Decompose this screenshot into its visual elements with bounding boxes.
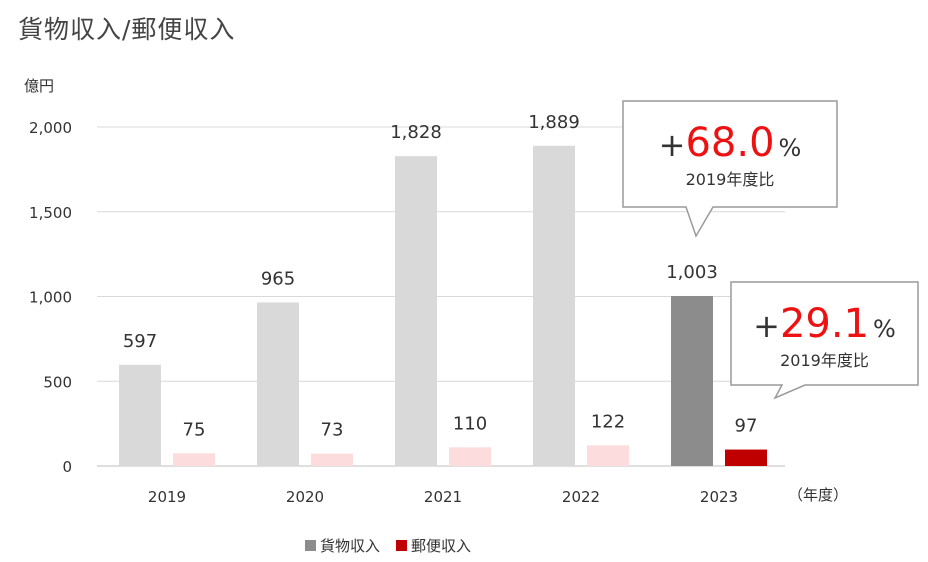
data-label: 110 — [453, 413, 487, 434]
y-tick-label: 2,000 — [29, 119, 72, 137]
callout-unit: % — [873, 315, 896, 343]
callout-caption: 2019年度比 — [780, 351, 869, 370]
bar — [587, 445, 629, 466]
callout-box — [622, 100, 838, 238]
bar — [533, 145, 575, 466]
bar — [725, 449, 767, 466]
x-tick-label: 2023 — [700, 488, 738, 506]
callout-caption: 2019年度比 — [686, 170, 775, 189]
legend-item-cargo: 貨物収入 — [305, 535, 380, 556]
data-label: 1,828 — [390, 122, 442, 143]
callout-value: 29.1 — [780, 301, 869, 347]
legend-label-cargo: 貨物収入 — [320, 537, 381, 555]
y-tick-label: 1,000 — [29, 289, 72, 307]
data-label: 75 — [183, 419, 206, 440]
x-tick-label: 2019 — [148, 488, 186, 506]
data-label: 1,003 — [666, 262, 718, 283]
callout-plus: + — [659, 126, 686, 164]
legend-swatch-mail — [396, 540, 408, 551]
data-label: 597 — [123, 331, 157, 352]
bar — [671, 295, 713, 466]
data-label: 965 — [261, 268, 295, 289]
data-label: 73 — [321, 420, 344, 441]
bar — [311, 453, 353, 466]
callout-unit: % — [779, 134, 802, 162]
callout-value: 68.0 — [685, 120, 774, 166]
legend-item-mail: 郵便収入 — [396, 535, 471, 556]
x-tick-label: 2020 — [286, 488, 324, 506]
data-label: 97 — [735, 416, 758, 437]
x-tick-label: 2021 — [424, 488, 462, 506]
callout-box — [730, 281, 919, 400]
page-title: 貨物収入/郵便収入 — [18, 15, 236, 44]
legend: 貨物収入 郵便収入 — [305, 535, 471, 556]
callout-value-text: +29.1% — [753, 301, 896, 347]
legend-label-mail: 郵便収入 — [411, 537, 472, 555]
x-tick-label: 2022 — [562, 488, 600, 506]
callout-value-text: +68.0% — [659, 120, 802, 166]
legend-swatch-cargo — [305, 540, 316, 551]
data-label: 1,889 — [528, 112, 580, 133]
callout-plus: + — [753, 307, 780, 345]
y-axis-label: 億円 — [24, 77, 54, 95]
bar — [257, 302, 299, 466]
bar — [173, 453, 215, 466]
y-tick-label: 500 — [43, 373, 72, 391]
bar — [119, 364, 161, 466]
y-tick-label: 0 — [62, 458, 72, 476]
data-label: 122 — [591, 411, 625, 432]
y-tick-label: 1,500 — [29, 204, 72, 222]
bar — [449, 447, 491, 466]
x-axis-label: （年度） — [788, 486, 848, 504]
bar — [395, 156, 437, 467]
